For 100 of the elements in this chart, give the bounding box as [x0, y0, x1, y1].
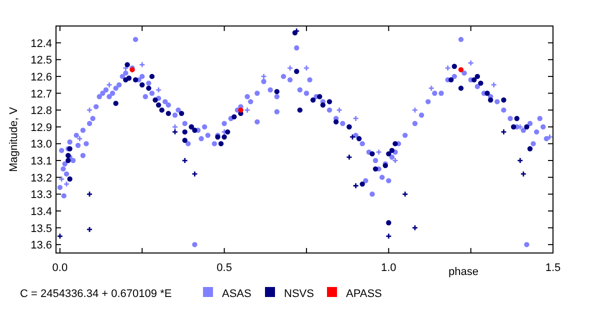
- point: [86, 106, 93, 114]
- point: [458, 67, 464, 72]
- point: [500, 128, 507, 136]
- point: [392, 141, 398, 146]
- point: [182, 138, 188, 143]
- y-tick-label: 13.6: [30, 240, 52, 252]
- point: [232, 114, 237, 120]
- point: [303, 64, 310, 72]
- point: [376, 148, 382, 156]
- point: [124, 62, 130, 68]
- point: [389, 148, 395, 154]
- point: [458, 86, 464, 91]
- point: [297, 107, 302, 113]
- point: [56, 232, 64, 240]
- point: [76, 135, 83, 142]
- y-tick-label: 12.4: [30, 38, 52, 50]
- point: [501, 97, 506, 103]
- point: [294, 68, 300, 74]
- point: [428, 85, 435, 92]
- point: [468, 60, 474, 66]
- point: [356, 136, 362, 142]
- point: [386, 220, 392, 226]
- point: [238, 107, 244, 113]
- point: [527, 146, 533, 152]
- point: [317, 94, 322, 100]
- point: [452, 64, 457, 69]
- y-tick-label: 13.1: [30, 156, 52, 168]
- point: [224, 129, 230, 135]
- y-tick-label: 12.6: [30, 71, 52, 84]
- x-axis-title: phase: [448, 266, 479, 278]
- point: [448, 77, 454, 82]
- point: [402, 190, 408, 198]
- point: [156, 102, 162, 108]
- point: [152, 97, 158, 103]
- y-tick-label: 13.4: [30, 206, 52, 218]
- point: [352, 115, 359, 122]
- point: [155, 86, 162, 94]
- point: [352, 182, 359, 189]
- y-axis-title: Magnitude, V: [8, 106, 20, 172]
- point: [516, 157, 524, 164]
- point: [320, 102, 326, 108]
- point: [86, 190, 93, 198]
- x-tick-label: 1.0: [381, 262, 396, 274]
- point: [86, 226, 93, 233]
- point: [67, 176, 72, 182]
- point: [474, 74, 480, 80]
- point: [172, 124, 178, 130]
- point: [310, 97, 316, 103]
- point: [182, 129, 188, 135]
- point: [166, 110, 172, 116]
- point: [178, 110, 184, 116]
- point: [484, 90, 490, 96]
- legend-label: ASAS: [222, 288, 252, 300]
- point: [132, 77, 138, 82]
- point: [524, 124, 530, 130]
- point: [159, 107, 164, 113]
- point: [182, 157, 188, 164]
- point: [546, 134, 553, 140]
- point: [192, 128, 198, 133]
- point: [478, 80, 484, 86]
- legend-label: NSVS: [284, 288, 314, 300]
- point: [286, 64, 294, 72]
- point: [66, 158, 71, 164]
- point: [370, 151, 375, 156]
- point: [510, 124, 516, 130]
- point: [412, 224, 418, 231]
- point: [192, 170, 198, 178]
- y-tick-label: 13.2: [30, 172, 52, 184]
- point: [520, 170, 527, 178]
- point: [336, 106, 343, 114]
- point: [349, 134, 356, 140]
- y-tick-label: 12.9: [30, 122, 52, 134]
- point: [514, 116, 520, 122]
- point: [126, 76, 132, 81]
- point: [326, 99, 332, 104]
- point: [140, 82, 145, 88]
- x-tick-label: 0.0: [52, 262, 68, 274]
- point: [372, 166, 378, 172]
- y-tick-label: 13.0: [30, 138, 52, 151]
- point: [58, 176, 65, 182]
- y-tick-label: 12.7: [30, 88, 52, 100]
- point: [146, 86, 152, 91]
- point: [138, 61, 146, 68]
- point: [392, 157, 398, 164]
- point: [122, 64, 129, 72]
- point: [412, 106, 418, 114]
- y-tick-label: 12.5: [30, 54, 52, 67]
- point: [444, 64, 452, 72]
- point: [244, 106, 251, 114]
- point: [360, 181, 365, 187]
- point: [260, 73, 267, 80]
- y-tick-label: 12.8: [30, 105, 52, 118]
- point: [113, 100, 118, 106]
- point: [218, 141, 224, 146]
- point: [293, 28, 300, 34]
- text: C = 2454336.34 + 0.670109 *E: [20, 288, 172, 300]
- point: [274, 88, 280, 94]
- legend-label: APASS: [346, 288, 382, 300]
- x-tick-label: 1.5: [545, 262, 561, 274]
- point: [149, 74, 155, 80]
